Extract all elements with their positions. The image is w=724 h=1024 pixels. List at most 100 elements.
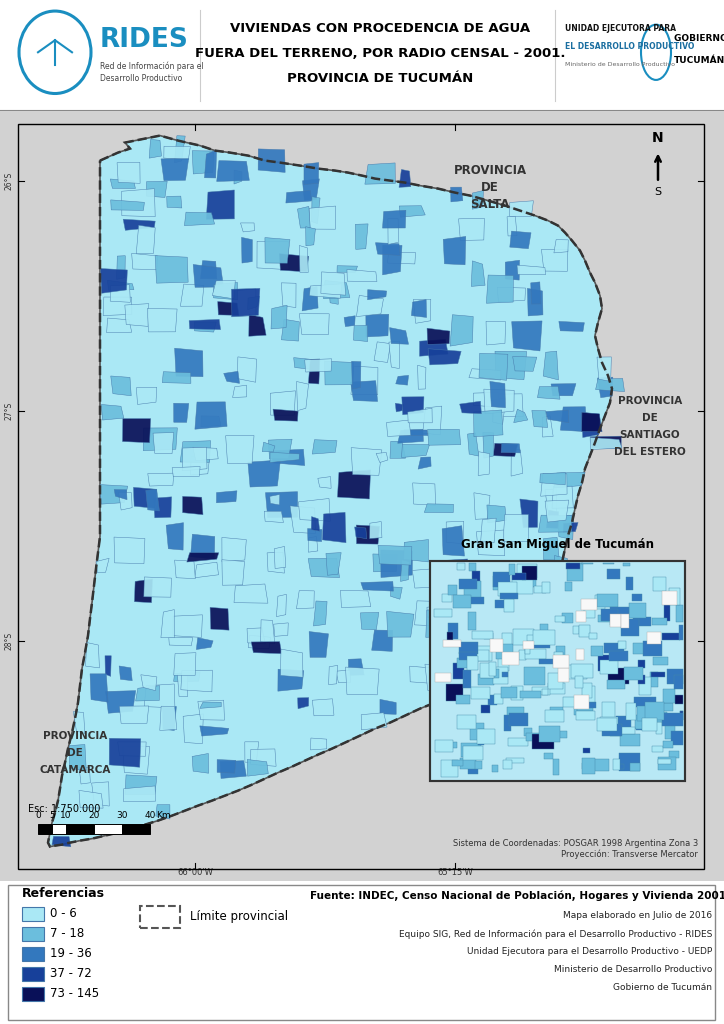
Bar bbox=[553, 654, 568, 668]
Bar bbox=[598, 614, 620, 623]
Polygon shape bbox=[174, 403, 189, 422]
Text: Unidad Ejecutora para el Desarrollo Productivo - UEDP: Unidad Ejecutora para el Desarrollo Prod… bbox=[467, 947, 712, 956]
Polygon shape bbox=[298, 499, 330, 521]
Bar bbox=[531, 641, 550, 648]
Polygon shape bbox=[450, 187, 463, 202]
Text: Mapa elaborado en Julio de 2016: Mapa elaborado en Julio de 2016 bbox=[563, 911, 712, 921]
Bar bbox=[452, 760, 463, 766]
Polygon shape bbox=[101, 268, 127, 293]
Polygon shape bbox=[471, 261, 485, 287]
Bar bbox=[539, 625, 548, 641]
Bar bbox=[600, 717, 618, 725]
Bar bbox=[496, 644, 513, 658]
Text: TUCUMÁN: TUCUMÁN bbox=[674, 56, 724, 65]
Polygon shape bbox=[161, 609, 174, 638]
Bar bbox=[453, 595, 471, 607]
Polygon shape bbox=[166, 522, 183, 550]
Polygon shape bbox=[350, 381, 378, 401]
Polygon shape bbox=[312, 439, 337, 454]
Bar bbox=[430, 560, 685, 780]
Bar bbox=[641, 718, 657, 730]
Bar bbox=[490, 639, 503, 652]
Polygon shape bbox=[153, 497, 172, 518]
Bar bbox=[645, 702, 664, 720]
Polygon shape bbox=[308, 359, 320, 384]
Bar bbox=[518, 573, 536, 588]
Bar bbox=[22, 906, 44, 921]
Polygon shape bbox=[305, 358, 332, 372]
Bar bbox=[555, 615, 565, 622]
Polygon shape bbox=[174, 348, 203, 377]
Polygon shape bbox=[390, 328, 408, 344]
Bar bbox=[512, 575, 534, 594]
Text: PROVINCIA: PROVINCIA bbox=[43, 731, 107, 740]
Bar bbox=[508, 737, 528, 746]
Polygon shape bbox=[387, 611, 414, 637]
Polygon shape bbox=[376, 243, 400, 255]
Polygon shape bbox=[181, 670, 212, 692]
Bar bbox=[621, 612, 626, 626]
Polygon shape bbox=[373, 554, 397, 571]
Bar bbox=[494, 600, 508, 608]
Polygon shape bbox=[70, 744, 86, 771]
Bar bbox=[620, 754, 640, 771]
Bar bbox=[22, 947, 44, 961]
Polygon shape bbox=[390, 587, 403, 599]
Bar bbox=[565, 582, 572, 591]
Polygon shape bbox=[311, 738, 327, 750]
Bar bbox=[597, 655, 614, 671]
Bar bbox=[548, 673, 563, 689]
Polygon shape bbox=[210, 607, 229, 630]
Bar bbox=[607, 680, 625, 689]
Bar bbox=[669, 589, 681, 605]
Polygon shape bbox=[355, 527, 367, 539]
Bar bbox=[481, 669, 499, 678]
Bar bbox=[473, 631, 493, 639]
Polygon shape bbox=[190, 457, 209, 475]
Polygon shape bbox=[348, 658, 364, 675]
Bar bbox=[513, 629, 534, 644]
Polygon shape bbox=[133, 487, 157, 508]
Polygon shape bbox=[503, 514, 529, 542]
Polygon shape bbox=[232, 289, 256, 316]
Polygon shape bbox=[352, 361, 361, 389]
Polygon shape bbox=[547, 510, 559, 528]
Bar bbox=[549, 731, 567, 737]
Polygon shape bbox=[590, 436, 621, 449]
Bar bbox=[478, 729, 484, 744]
Bar bbox=[506, 758, 523, 763]
Polygon shape bbox=[370, 521, 382, 539]
Polygon shape bbox=[251, 749, 276, 766]
Polygon shape bbox=[313, 601, 327, 626]
Bar bbox=[681, 712, 683, 720]
Polygon shape bbox=[381, 550, 413, 578]
Polygon shape bbox=[388, 218, 399, 245]
Polygon shape bbox=[270, 453, 299, 463]
Polygon shape bbox=[425, 665, 440, 691]
Bar bbox=[627, 613, 635, 631]
Polygon shape bbox=[79, 767, 90, 784]
Bar bbox=[576, 711, 594, 720]
Polygon shape bbox=[174, 135, 185, 163]
Polygon shape bbox=[160, 707, 177, 730]
Text: Sistema de Coordenadas: POSGAR 1998 Argentina Zona 3
Proyección: Transverse Merc: Sistema de Coordenadas: POSGAR 1998 Arge… bbox=[452, 839, 698, 859]
Bar bbox=[488, 694, 497, 706]
Bar bbox=[501, 686, 517, 697]
Polygon shape bbox=[539, 515, 572, 532]
Bar bbox=[505, 586, 514, 598]
Polygon shape bbox=[411, 300, 426, 317]
Polygon shape bbox=[418, 457, 431, 469]
Polygon shape bbox=[374, 342, 390, 362]
Bar bbox=[509, 713, 528, 726]
Text: Red de Información para el
Desarrollo Productivo: Red de Información para el Desarrollo Pr… bbox=[100, 61, 203, 83]
Bar bbox=[600, 659, 618, 674]
Polygon shape bbox=[266, 492, 298, 517]
Text: 37 - 72: 37 - 72 bbox=[50, 968, 92, 980]
Polygon shape bbox=[201, 416, 221, 427]
Bar bbox=[605, 643, 624, 653]
Text: S: S bbox=[654, 186, 662, 197]
Polygon shape bbox=[428, 349, 461, 365]
Bar bbox=[435, 740, 453, 753]
Polygon shape bbox=[270, 391, 295, 415]
Polygon shape bbox=[132, 253, 157, 269]
